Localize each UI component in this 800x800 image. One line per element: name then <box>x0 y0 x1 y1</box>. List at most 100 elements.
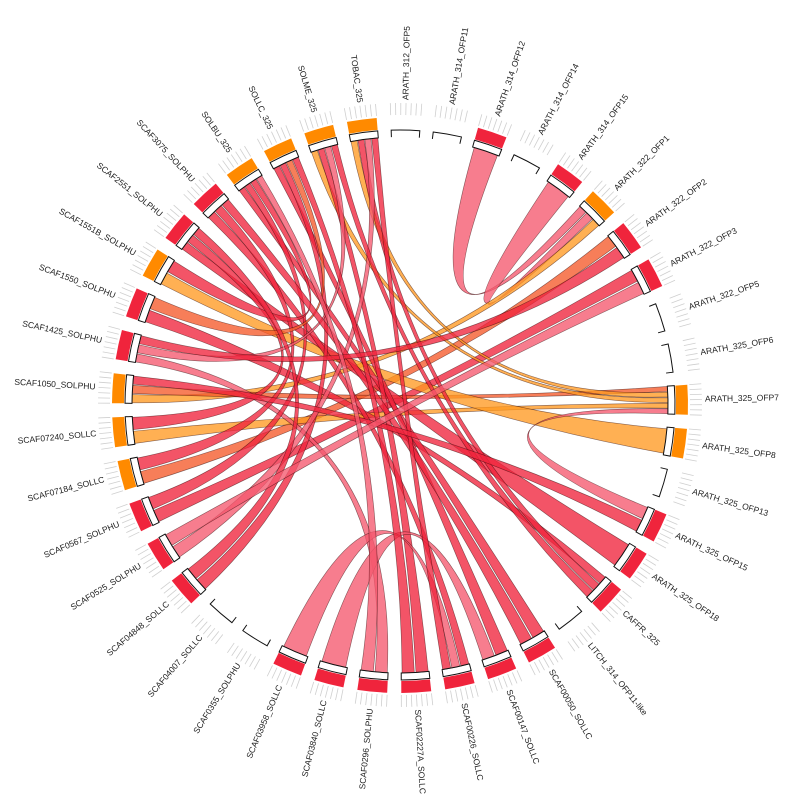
segment-arc <box>635 506 656 536</box>
segment-label: SCAF04848_SOLLC <box>105 599 171 658</box>
segment-tick <box>222 160 231 171</box>
segment-tick <box>502 675 508 688</box>
segment-tick <box>230 154 239 165</box>
segment-tick <box>99 432 112 435</box>
segment-tick <box>492 118 498 131</box>
segment-tick <box>601 612 611 622</box>
segment-tick <box>107 330 119 335</box>
segment-label: ARATH_325_OFP15 <box>674 530 750 573</box>
segment-tick <box>359 105 362 118</box>
segment-tick <box>685 353 698 356</box>
segment-tick <box>558 152 567 163</box>
segment-tick <box>290 675 296 687</box>
segment-tick <box>683 342 696 346</box>
segment-tick <box>631 579 642 588</box>
segment-tick <box>689 383 702 385</box>
segment-tick <box>343 108 347 121</box>
segment-arc <box>390 129 421 138</box>
segment-label: SCAF3075_SOLPHU <box>135 117 198 183</box>
segment-arc <box>124 415 136 446</box>
segment-label: SCAF0525_SOLPHU <box>69 561 143 612</box>
segment-tick <box>677 318 690 323</box>
segment-tick <box>416 694 418 707</box>
segment-tick <box>195 618 204 628</box>
segment-tick <box>101 356 114 360</box>
segment-band <box>273 652 306 676</box>
segment-tick <box>639 234 651 243</box>
segment-tick <box>615 598 626 607</box>
segment-tick <box>115 301 128 307</box>
segment-tick <box>98 417 111 419</box>
segment-tick <box>335 688 339 701</box>
segment-band <box>551 164 583 192</box>
segment-arc <box>662 426 675 457</box>
segment-tick <box>546 144 554 156</box>
segment-tick <box>575 635 584 646</box>
segment-tick <box>645 558 657 566</box>
segment-tick <box>281 671 287 683</box>
segment-tick <box>104 466 117 470</box>
segment-arc <box>472 139 503 157</box>
segment-tick <box>123 522 136 529</box>
segment-band <box>112 416 127 448</box>
segment-tick <box>102 351 115 355</box>
segment-tick <box>218 163 226 174</box>
segment-tick <box>659 270 671 277</box>
segment-tick <box>105 336 118 340</box>
segment-tick <box>121 287 133 293</box>
segment-tick <box>469 686 474 699</box>
segment-tick <box>275 129 282 141</box>
segment-tick <box>686 358 699 361</box>
segment-tick <box>688 428 701 431</box>
segment-label: SCAF03840_SOLLC <box>299 699 328 778</box>
segment-tick <box>421 694 423 707</box>
segment-band <box>474 127 507 149</box>
segment-arc <box>158 533 181 563</box>
segment-tick <box>454 108 458 121</box>
segment-arc <box>400 670 431 681</box>
segment-tick <box>681 472 694 477</box>
segment-tick <box>173 597 184 606</box>
segment-tick <box>664 523 676 530</box>
segment-tick <box>537 139 545 151</box>
segment-tick <box>266 665 273 677</box>
segment-tick <box>235 151 243 162</box>
segment-label: ARATH_314_OFP15 <box>576 92 631 162</box>
segment-tick <box>687 368 700 371</box>
segment-tick <box>380 694 383 707</box>
segment-tick <box>105 470 118 475</box>
segment-tick <box>314 115 319 127</box>
segment-tick <box>194 182 204 193</box>
segment-tick <box>103 461 116 465</box>
segment-tick <box>624 213 635 223</box>
segment-band <box>484 657 517 680</box>
segment-tick <box>666 519 678 525</box>
segment-label: SCAF1551B_SOLPHU <box>57 206 137 258</box>
segment-tick <box>622 590 633 599</box>
segment-tick <box>542 141 549 153</box>
segment-tick <box>542 656 550 668</box>
segment-arc <box>578 200 606 227</box>
segment-label: ARATH_325_OFP8 <box>702 440 777 460</box>
segment-tick <box>239 148 247 160</box>
segment-arc <box>202 192 230 219</box>
segment-band <box>357 677 388 693</box>
segment-arc <box>510 154 541 175</box>
segment-tick <box>591 622 600 632</box>
segment-tick <box>583 170 592 181</box>
segment-tick <box>119 513 132 519</box>
segment-tick <box>642 239 653 247</box>
segment-arc <box>278 645 309 664</box>
segment-tick <box>98 387 111 389</box>
segment-tick <box>169 208 180 218</box>
segment-tick <box>648 554 659 562</box>
segment-tick <box>123 282 136 288</box>
segment-tick <box>140 553 152 560</box>
segment-tick <box>434 105 437 118</box>
segment-tick <box>271 667 278 679</box>
segment-tick <box>639 567 651 575</box>
segment-tick <box>673 501 685 507</box>
segment-tick <box>478 114 483 126</box>
segment-label: ARATH_325_OFP18 <box>650 571 721 624</box>
segment-tick <box>583 628 592 639</box>
